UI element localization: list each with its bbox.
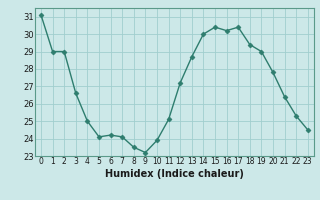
X-axis label: Humidex (Indice chaleur): Humidex (Indice chaleur) [105,169,244,179]
